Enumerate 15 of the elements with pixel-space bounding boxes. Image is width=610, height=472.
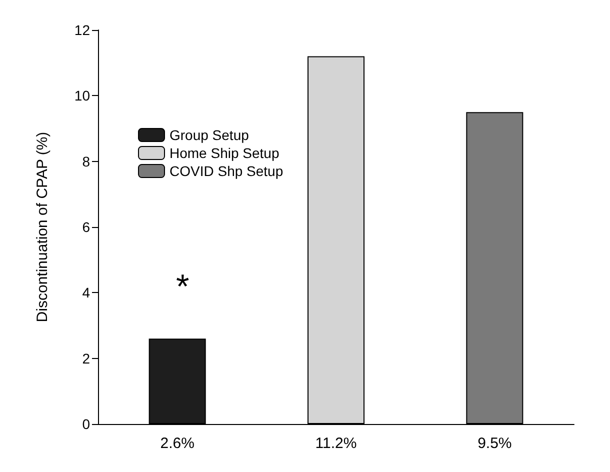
legend-label: Group Setup	[170, 127, 250, 143]
y-axis-title: Discontinuation of CPAP (%)	[34, 132, 51, 322]
x-tick-label: 9.5%	[478, 435, 512, 452]
y-tick-label: 6	[82, 219, 90, 235]
y-tick-label: 8	[82, 153, 90, 170]
y-tick-label: 10	[74, 88, 90, 104]
legend-label: Home Ship Setup	[170, 145, 280, 161]
y-tick-label: 12	[74, 22, 90, 38]
y-tick-label: 0	[82, 416, 90, 432]
x-tick-label: 11.2%	[315, 435, 357, 452]
legend-label: COVID Shp Setup	[170, 163, 284, 179]
y-tick-label: 2	[82, 350, 90, 366]
y-tick-label: 4	[82, 284, 90, 301]
annotation: *	[176, 268, 190, 306]
x-tick-label: 2.6%	[160, 435, 194, 452]
